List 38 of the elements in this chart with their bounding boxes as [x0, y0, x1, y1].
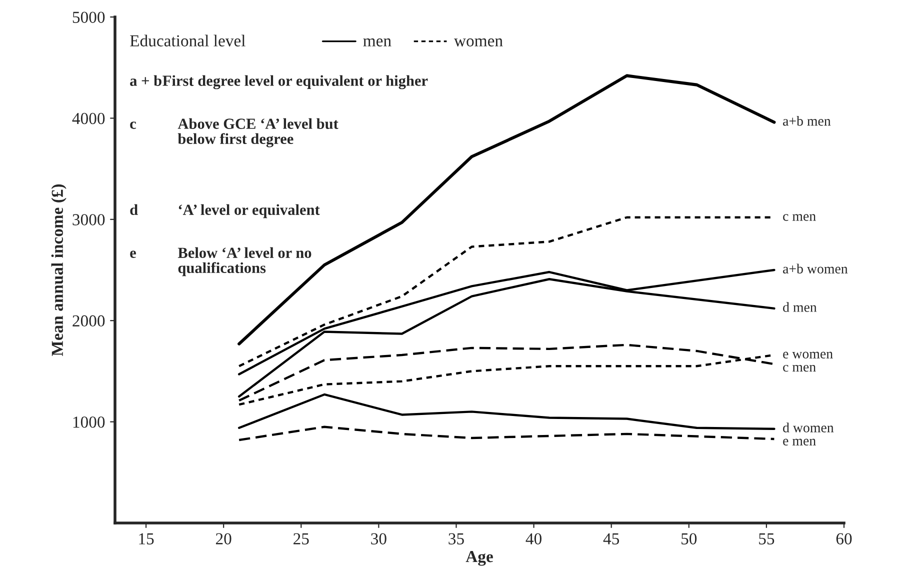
x-tick-label: 60 [836, 533, 852, 544]
line-series [238, 393, 776, 430]
annotation: c [130, 122, 136, 129]
x-axis-title: Age [466, 551, 493, 566]
x-tick-label: 30 [371, 533, 386, 544]
series-label: a+b women [783, 264, 848, 274]
series-label: e men [783, 438, 816, 446]
y-tick-label: 1000 [73, 416, 105, 428]
annotation: men [363, 38, 392, 46]
annotation: Above GCE ‘A’ level but below first degree [178, 118, 338, 148]
annotation: women [454, 38, 503, 46]
series-label: d women [783, 422, 834, 432]
annotation: a + b [130, 75, 162, 86]
annotation: e [130, 250, 136, 258]
y-tick-label: 4000 [72, 112, 105, 124]
annotation: Educational level [130, 34, 246, 46]
y-tick-label: 3000 [72, 214, 105, 226]
x-tick-label: 35 [448, 533, 464, 544]
x-tick-label: 15 [139, 533, 154, 544]
x-tick-label: 20 [216, 533, 232, 544]
x-tick-label: 45 [603, 533, 620, 544]
x-tick-label: 55 [759, 533, 774, 544]
annotation: ‘A’ level or equivalent [178, 204, 320, 218]
x-tick-label: 40 [526, 533, 542, 544]
x-tick-label: 50 [682, 533, 697, 544]
line-series [238, 426, 776, 442]
series-label: c men [783, 214, 816, 221]
x-tick-label: 25 [294, 533, 309, 544]
series-label: a+b men [783, 116, 831, 126]
y-tick-label: 5000 [72, 12, 105, 23]
annotation: d [130, 204, 138, 215]
y-axis-title: Mean annual income (£) [51, 184, 66, 356]
annotation: Below ‘A’ level or no qualifications [178, 247, 312, 276]
series-label: d men [783, 302, 817, 312]
series-label: e women [783, 352, 833, 358]
y-tick-label: 2000 [72, 315, 105, 327]
series-label: c men [783, 364, 816, 372]
annotation: First degree level or equivalent or higher [162, 75, 428, 90]
